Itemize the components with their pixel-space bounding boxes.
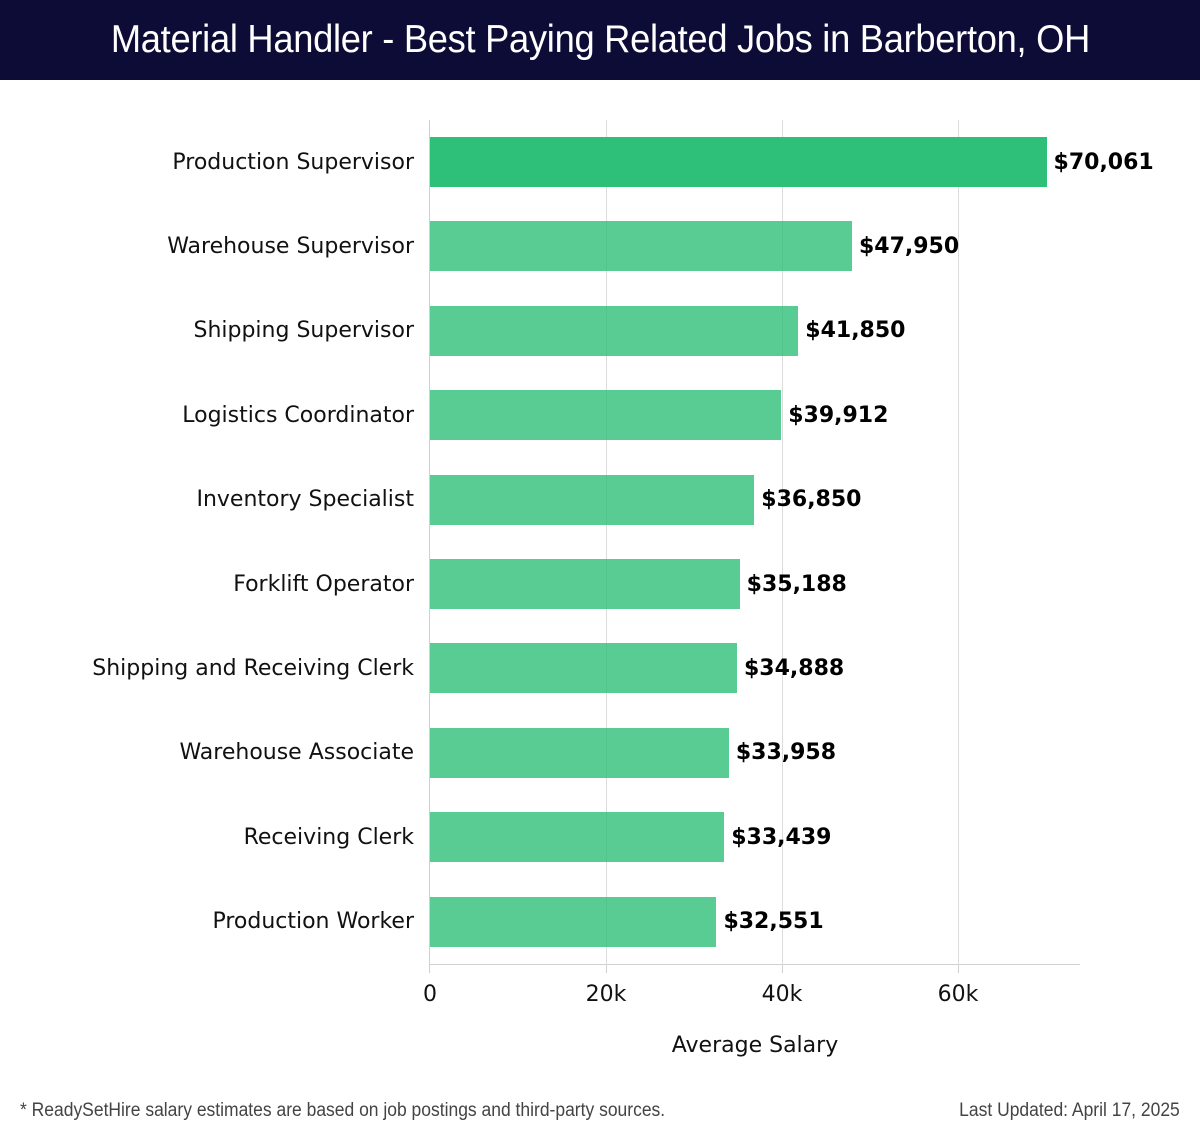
salary-bar [430,137,1047,187]
x-tick [958,965,959,973]
x-tick [606,965,607,973]
bar-row: Production Supervisor $70,061 [0,137,1200,187]
value-label: $39,912 [788,402,889,428]
last-updated: Last Updated: April 17, 2025 [959,1100,1180,1121]
x-axis-line [430,964,1080,965]
chart-header: Material Handler - Best Paying Related J… [0,0,1200,80]
category-label: Receiving Clerk [243,824,414,850]
x-axis-label: Average Salary [671,1033,839,1058]
x-tick-label: 40k [761,982,803,1007]
value-label: $32,551 [723,909,824,935]
bar-row: Warehouse Associate $33,958 [0,727,1200,778]
bar-row: Shipping and Receiving Clerk $34,888 [0,643,1200,694]
salary-bar [430,896,717,947]
value-label: $33,439 [731,824,832,850]
value-label: $41,850 [805,318,906,344]
x-tick [782,965,783,973]
salary-bar [430,643,737,694]
value-label: $35,188 [746,571,847,597]
category-label: Production Worker [212,909,414,935]
salary-bar [430,474,755,525]
salary-bar [430,559,740,609]
salary-bar [430,305,799,356]
bar-row: Shipping Supervisor $41,850 [0,305,1200,356]
salary-bar [430,727,729,778]
gridline [606,120,607,965]
category-label: Warehouse Supervisor [167,233,414,259]
salary-bar [430,812,725,863]
category-label: Warehouse Associate [179,740,414,766]
category-label: Shipping Supervisor [193,318,414,344]
footer-note: * ReadySetHire salary estimates are base… [20,1100,666,1121]
bar-row: Warehouse Supervisor $47,950 [0,221,1200,272]
gridline [958,120,959,965]
bar-row: Logistics Coordinator $39,912 [0,390,1200,441]
value-label: $34,888 [744,655,845,681]
x-tick-label: 0 [423,982,437,1007]
category-label: Production Supervisor [172,149,414,175]
x-tick-label: 20k [585,982,627,1007]
value-label: $47,950 [858,233,960,259]
value-label: $70,061 [1053,149,1154,175]
bar-row: Forklift Operator $35,188 [0,559,1200,609]
bar-row: Receiving Clerk $33,439 [0,812,1200,863]
bar-row: Production Worker $32,551 [0,896,1200,947]
chart-title: Material Handler - Best Paying Related J… [110,18,1090,61]
x-tick-label: 60k [937,982,979,1007]
category-label: Logistics Coordinator [182,402,414,428]
category-label: Inventory Specialist [196,487,414,513]
gridline [782,120,783,965]
salary-bar [430,221,852,272]
bar-row: Inventory Specialist $36,850 [0,474,1200,525]
value-label: $33,958 [735,740,837,766]
y-axis-line [429,120,430,965]
value-label: $36,850 [761,487,862,513]
category-label: Shipping and Receiving Clerk [92,655,414,681]
x-tick [429,965,430,973]
category-label: Forklift Operator [233,571,414,597]
salary-bar [430,390,782,441]
